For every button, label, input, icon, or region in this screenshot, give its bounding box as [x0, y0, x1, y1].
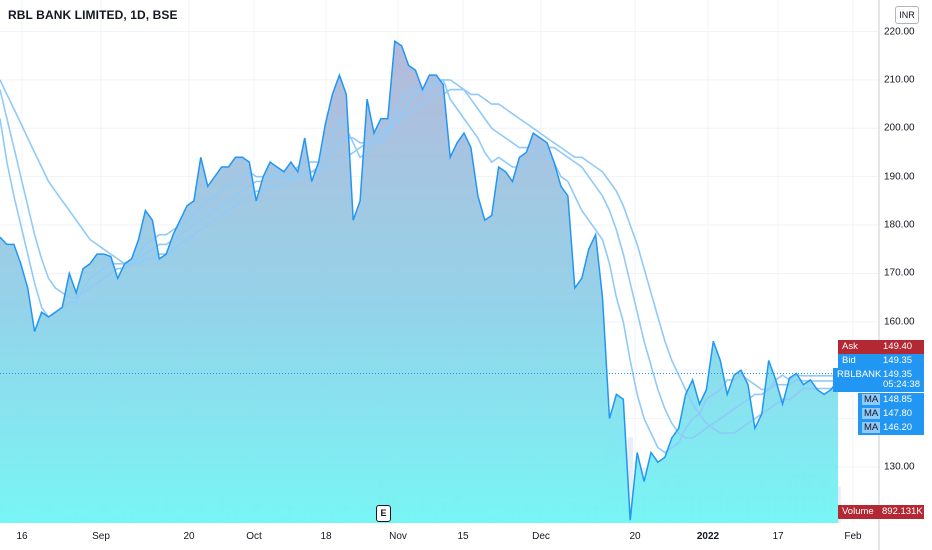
ask-tag: Ask 149.40 — [838, 340, 924, 354]
price-line — [0, 39, 879, 521]
ma3-value: 146.20 — [883, 422, 913, 433]
symbol-label: RBLBANK — [837, 369, 882, 380]
earnings-marker-icon[interactable]: E — [376, 505, 391, 522]
x-tick-label: Sep — [92, 531, 110, 542]
y-tick-label: 170.00 — [884, 267, 915, 279]
ma2-value: 147.80 — [883, 408, 913, 419]
volume-bar — [627, 437, 633, 523]
price-area — [0, 41, 838, 523]
x-tick-label: 2022 — [696, 531, 720, 542]
x-tick-label: 18 — [320, 531, 332, 542]
y-tick-label: 200.00 — [884, 122, 915, 134]
x-tick-label: 20 — [183, 531, 195, 542]
x-tick-label: 20 — [629, 531, 641, 542]
y-tick-label: 180.00 — [884, 219, 915, 231]
ma-line-2 — [0, 79, 838, 439]
ma2-label: MA — [862, 408, 881, 419]
currency-button[interactable]: INR — [895, 6, 919, 24]
y-tick-label: 220.00 — [884, 26, 915, 37]
ma1-value: 148.85 — [883, 394, 913, 405]
ma2-tag: MA 147.80 — [858, 407, 924, 421]
ask-value: 149.40 — [883, 341, 913, 352]
y-tick-label: 210.00 — [884, 74, 915, 86]
y-tick-label: 130.00 — [884, 461, 915, 473]
ma1-tag: MA 148.85 — [858, 393, 924, 407]
symbol-value: 149.35 — [883, 369, 913, 380]
x-tick-label: Dec — [532, 531, 550, 542]
x-tick-label: Feb — [844, 531, 862, 542]
ask-label: Ask — [842, 341, 858, 352]
symbol-tag: RBLBANK 149.35 05:24:38 — [833, 368, 924, 392]
ma1-label: MA — [862, 394, 881, 405]
bid-value: 149.35 — [883, 355, 913, 366]
chart-title: RBL BANK LIMITED, 1D, BSE — [8, 8, 178, 22]
x-tick-label: Nov — [389, 531, 407, 542]
bid-label: Bid — [842, 355, 856, 366]
x-tick-label: Oct — [246, 531, 262, 542]
y-tick-label: 190.00 — [884, 171, 915, 183]
ma-line-3 — [0, 79, 838, 434]
price-series-line — [0, 39, 839, 521]
x-tick-label: 17 — [772, 531, 784, 542]
volume-label: Volume — [842, 506, 874, 517]
volume-value: 892.131K — [882, 506, 923, 517]
countdown-timer: 05:24:38 — [883, 379, 920, 390]
y-tick-label: 160.00 — [884, 316, 915, 328]
price-area-fill — [0, 41, 838, 523]
bid-tag: Bid 149.35 — [838, 354, 924, 368]
x-tick-label: 16 — [16, 531, 28, 542]
x-tick-label: 15 — [457, 531, 469, 542]
volume-tag: Volume 892.131K — [838, 505, 924, 519]
ma3-label: MA — [862, 422, 881, 433]
ma3-tag: MA 146.20 — [858, 421, 924, 435]
moving-averages — [0, 78, 838, 454]
